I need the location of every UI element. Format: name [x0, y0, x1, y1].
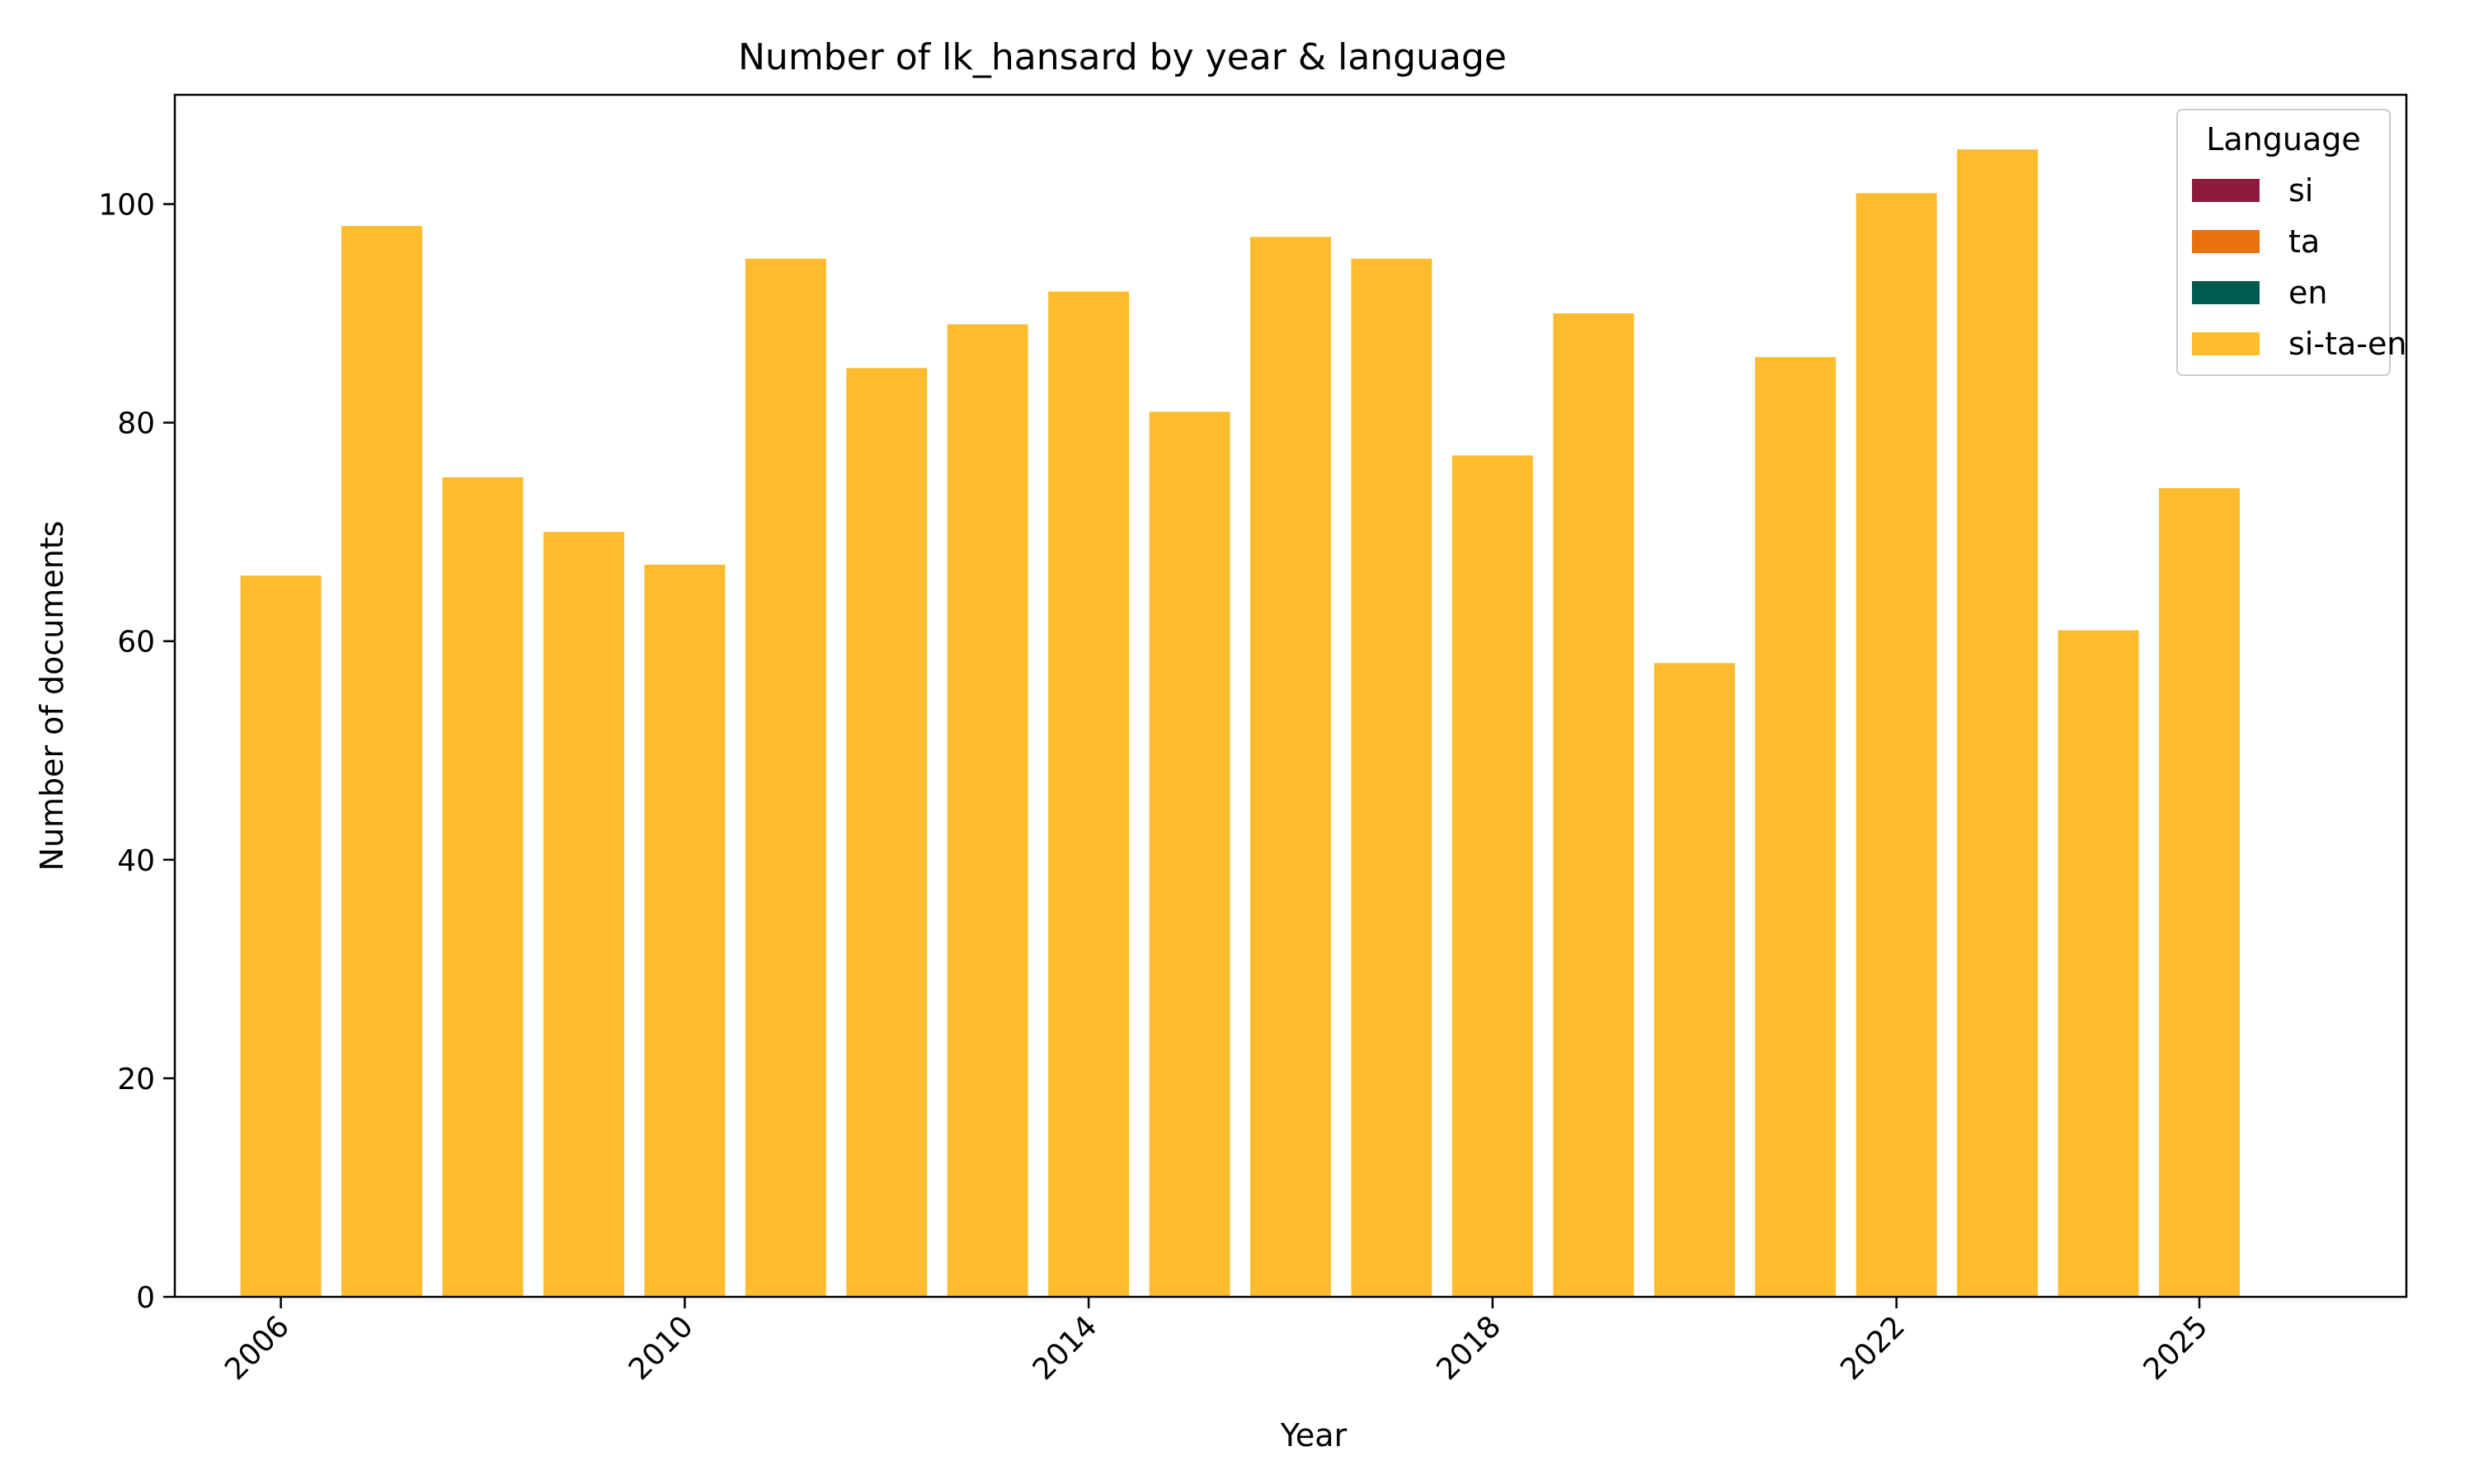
- bars-group: [240, 149, 2240, 1298]
- chart-title: Number of lk_hansard by year & language: [738, 36, 1507, 78]
- legend: Language si ta en si-ta-en: [2176, 109, 2406, 376]
- legend-label-en: en: [2288, 275, 2327, 311]
- bar-si-ta-en-2013: [947, 324, 1028, 1297]
- legend-box: [2176, 109, 2391, 376]
- bar-si-ta-en-2014: [1048, 291, 1130, 1298]
- y-axis: 0 20 40 60 80 100: [98, 189, 175, 1315]
- bar-si-ta-en-2012: [846, 368, 928, 1297]
- bar-si-ta-en-2015: [1149, 411, 1230, 1297]
- x-tick-label: 2018: [1430, 1309, 1507, 1387]
- bar-si-ta-en-2018: [1451, 455, 1533, 1297]
- plot-frame: [173, 93, 2408, 1298]
- y-tick-label: 60: [117, 626, 155, 660]
- legend-swatch-en: [2192, 281, 2260, 304]
- legend-label-si-ta-en: si-ta-en: [2288, 326, 2406, 362]
- bar-si-ta-en-2017: [1351, 258, 1432, 1298]
- y-tick-label: 100: [98, 189, 155, 223]
- bar-si-ta-en-2025: [2159, 488, 2240, 1297]
- bar-si-ta-en-2016: [1250, 237, 1331, 1297]
- y-tick-label: 0: [136, 1281, 155, 1315]
- legend-swatch-si: [2192, 179, 2260, 202]
- bar-si-ta-en-2023: [1957, 149, 2039, 1298]
- y-tick-label: 40: [117, 844, 155, 878]
- bar-si-ta-en-2007: [341, 226, 422, 1297]
- legend-label-ta: ta: [2288, 223, 2320, 260]
- bar-si-ta-en-2009: [543, 532, 624, 1297]
- y-tick-label: 20: [117, 1063, 155, 1097]
- x-tick-label: 2025: [2138, 1309, 2215, 1387]
- bar-si-ta-en-2019: [1553, 313, 1634, 1297]
- legend-label-si: si: [2288, 172, 2313, 209]
- x-tick-label: 2022: [1834, 1309, 1912, 1387]
- x-tick-label: 2010: [623, 1309, 700, 1387]
- legend-swatch-ta: [2192, 230, 2260, 253]
- bar-si-ta-en-2022: [1856, 193, 1937, 1298]
- bar-si-ta-en-2010: [644, 564, 726, 1297]
- x-axis: 2006 2010 2014 2018 2022 2025: [219, 1297, 2214, 1387]
- bar-si-ta-en-2011: [745, 258, 826, 1298]
- bar-si-ta-en-2006: [240, 575, 322, 1297]
- y-axis-label: Number of documents: [34, 521, 70, 871]
- x-tick-label: 2014: [1027, 1309, 1104, 1387]
- legend-swatch-si-ta-en: [2192, 332, 2260, 355]
- bar-si-ta-en-2020: [1653, 663, 1735, 1297]
- x-axis-label: Year: [1280, 1417, 1348, 1453]
- bar-si-ta-en-2021: [1755, 357, 1837, 1297]
- x-tick-label: 2006: [219, 1309, 296, 1387]
- bar-si-ta-en-2008: [442, 477, 524, 1297]
- y-tick-label: 80: [117, 407, 155, 441]
- bar-si-ta-en-2024: [2058, 630, 2139, 1297]
- legend-title: Language: [2206, 121, 2361, 157]
